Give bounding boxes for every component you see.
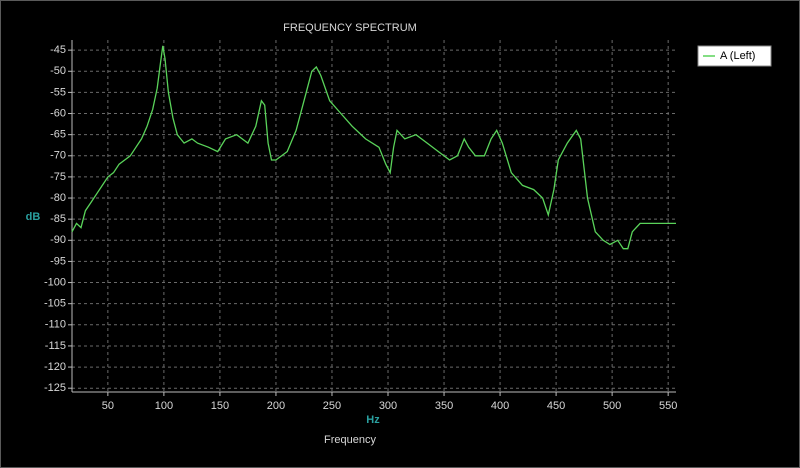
y-tick-label: -60 <box>50 107 66 119</box>
y-tick-label: -95 <box>50 255 66 267</box>
x-tick-label: 550 <box>659 400 677 412</box>
x-tick-label: 150 <box>211 400 229 412</box>
y-tick-label: -110 <box>45 319 66 331</box>
x-tick-label: 200 <box>267 400 285 412</box>
y-tick-label: -70 <box>50 150 66 162</box>
y-tick-label: -125 <box>44 382 66 394</box>
y-tick-label: -55 <box>50 86 66 98</box>
y-tick-label: -105 <box>44 298 66 310</box>
chart-title: FREQUENCY SPECTRUM <box>283 22 417 34</box>
x-tick-label: 400 <box>491 400 509 412</box>
x-tick-label: 50 <box>102 400 114 412</box>
x-axis-label: Hz <box>366 414 380 426</box>
legend-label: A (Left) <box>720 50 755 62</box>
x-tick-label: 350 <box>435 400 453 412</box>
x-tick-label: 100 <box>155 400 173 412</box>
y-axis-label: dB <box>26 211 41 223</box>
x-tick-label: 450 <box>547 400 565 412</box>
y-tick-label: -75 <box>50 171 66 183</box>
x-tick-label: 300 <box>379 400 397 412</box>
y-tick-label: -90 <box>50 234 66 246</box>
y-tick-label: -45 <box>50 44 66 56</box>
x-tick-label: 250 <box>323 400 341 412</box>
y-tick-label: -80 <box>50 192 66 204</box>
series-line <box>71 45 676 250</box>
y-tick-label: -115 <box>45 340 66 352</box>
footer-label: Frequency <box>324 434 376 446</box>
y-tick-label: -65 <box>50 129 66 141</box>
y-tick-label: -100 <box>44 276 66 288</box>
legend-box <box>697 45 772 67</box>
y-tick-label: -85 <box>50 213 66 225</box>
y-tick-label: -120 <box>44 361 66 373</box>
y-tick-label: -50 <box>50 65 66 77</box>
x-tick-label: 500 <box>603 400 621 412</box>
